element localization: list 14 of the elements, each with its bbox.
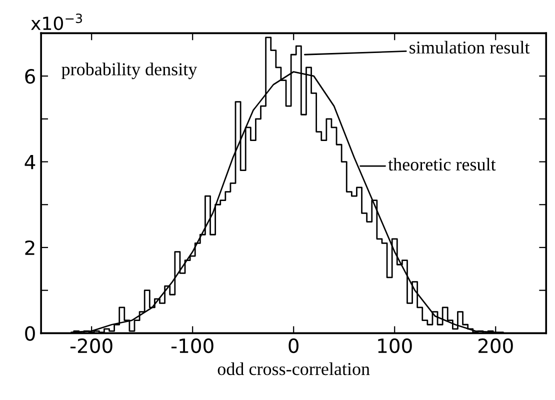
annotation: probability density [62,62,198,80]
y-tick-label: 2 [25,240,34,255]
x-tick-label: 0 [288,338,298,354]
x-tick-label: -200 [70,338,112,354]
x-tick-label: 100 [378,338,412,354]
x-axis-title: odd cross-correlation [218,362,370,376]
annotation: theoretic result [388,158,496,171]
x-tick-label: 200 [478,338,513,354]
x-tick-label: -100 [171,338,214,354]
y-tick-label: 0 [25,326,35,341]
y-tick-label: 6 [25,69,35,84]
text: x10$^{−3}$ [31,14,82,30]
y-tick-label: 4 [24,154,36,170]
annotation: simulation result [410,40,530,54]
